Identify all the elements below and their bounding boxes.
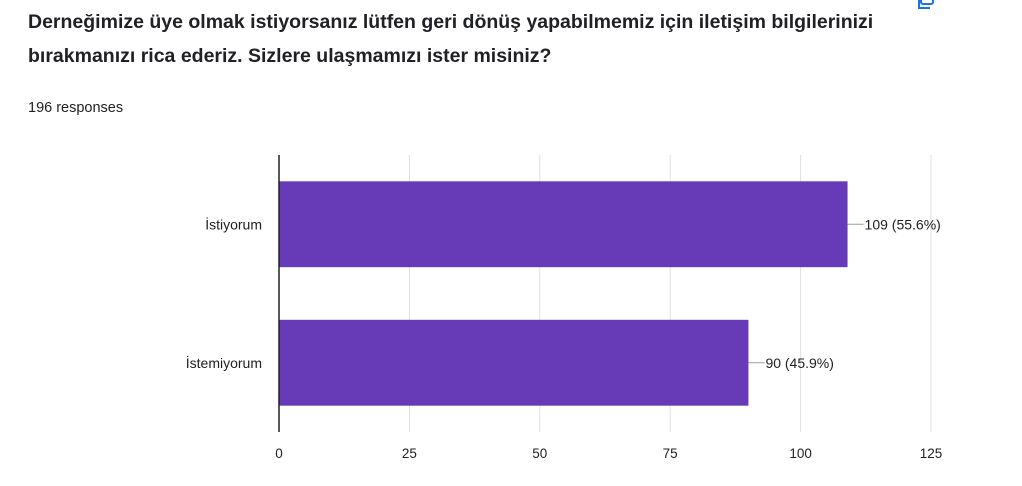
category-label: İstiyorum	[205, 215, 262, 232]
bar-0[interactable]	[279, 181, 848, 268]
category-label: İstemiyorum	[186, 354, 262, 371]
x-tick-label: 50	[532, 446, 547, 461]
response-count: 196 responses	[28, 100, 124, 116]
bars	[279, 181, 848, 406]
labels: 0 25 50 75 100 125 İstiyorum 109 (55.6%) İstemiy…	[186, 215, 943, 461]
data-label: 90 (45.9%)	[765, 355, 833, 371]
copy-chart-icon[interactable]	[918, 0, 938, 10]
x-tick-label: 75	[663, 446, 678, 461]
question-title: Derneğimize üye olmak istiyorsanız lütfe…	[28, 11, 874, 67]
x-tick-label: 25	[402, 446, 417, 461]
data-label: 109 (55.6%)	[865, 216, 941, 232]
x-tick-label: 0	[275, 446, 283, 461]
chart-toolbar	[912, 0, 1022, 12]
bar-1[interactable]	[279, 319, 749, 406]
x-tick-label: 100	[789, 446, 812, 461]
x-tick-label: 125	[920, 446, 943, 461]
